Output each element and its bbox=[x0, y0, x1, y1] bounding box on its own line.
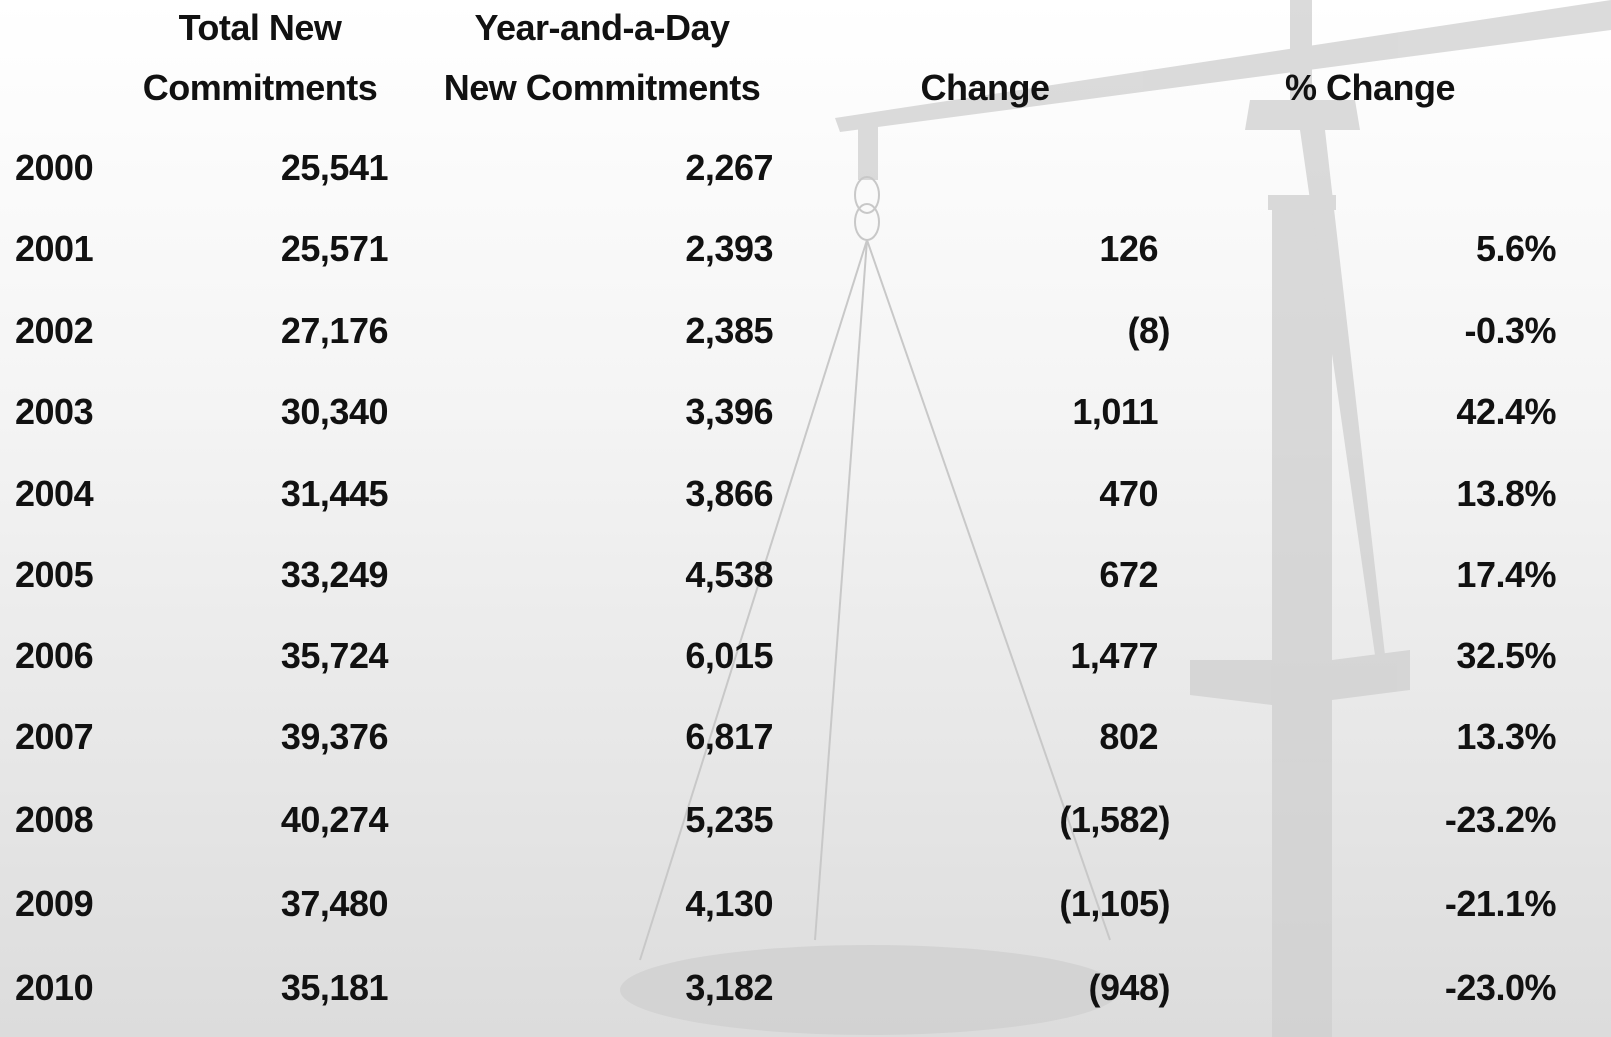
year-and-a-day-commitments: 2,393 bbox=[685, 228, 773, 269]
column-header: Year-and-a-Day bbox=[474, 7, 730, 48]
total-new-commitments: 35,724 bbox=[280, 635, 389, 676]
percent-change: 13.3% bbox=[1456, 716, 1556, 757]
year-and-a-day-commitments: 4,538 bbox=[685, 554, 773, 595]
year-and-a-day-commitments: 5,235 bbox=[685, 799, 773, 840]
year-and-a-day-commitments: 3,182 bbox=[685, 967, 773, 1008]
year-and-a-day-commitments: 4,130 bbox=[685, 883, 773, 924]
total-new-commitments: 37,480 bbox=[280, 883, 389, 924]
change: 1,011 bbox=[1072, 391, 1158, 432]
year-and-a-day-commitments: 2,267 bbox=[685, 147, 773, 188]
column-header: Total New bbox=[178, 7, 342, 48]
percent-change: 17.4% bbox=[1456, 554, 1556, 595]
percent-change: -21.1% bbox=[1444, 883, 1557, 924]
year-and-a-day-commitments: 3,396 bbox=[685, 391, 773, 432]
total-new-commitments: 31,445 bbox=[280, 473, 389, 514]
percent-change: 13.8% bbox=[1456, 473, 1556, 514]
total-new-commitments: 27,176 bbox=[280, 310, 389, 351]
total-new-commitments: 40,274 bbox=[280, 799, 389, 840]
total-new-commitments: 25,541 bbox=[280, 147, 389, 188]
year: 2006 bbox=[15, 635, 94, 676]
percent-change: 42.4% bbox=[1456, 391, 1556, 432]
year: 2001 bbox=[15, 228, 94, 269]
change: 1,477 bbox=[1070, 635, 1158, 676]
total-new-commitments: 33,249 bbox=[280, 554, 389, 595]
year-and-a-day-commitments: 3,866 bbox=[685, 473, 773, 514]
year: 2005 bbox=[15, 554, 94, 595]
change: (948) bbox=[1088, 967, 1170, 1008]
year: 2008 bbox=[15, 799, 94, 840]
change: 802 bbox=[1099, 716, 1158, 757]
year-and-a-day-commitments: 2,385 bbox=[685, 310, 773, 351]
total-new-commitments: 39,376 bbox=[280, 716, 389, 757]
change: (8) bbox=[1127, 310, 1171, 351]
year: 2000 bbox=[15, 147, 94, 188]
change: 470 bbox=[1099, 473, 1158, 514]
percent-change: -0.3% bbox=[1464, 310, 1556, 351]
change: 672 bbox=[1099, 554, 1158, 595]
year: 2002 bbox=[15, 310, 94, 351]
year-and-a-day-commitments: 6,015 bbox=[685, 635, 773, 676]
change: (1,582) bbox=[1059, 799, 1170, 840]
percent-change: -23.0% bbox=[1444, 967, 1557, 1008]
year: 2007 bbox=[15, 716, 94, 757]
change: 126 bbox=[1099, 228, 1158, 269]
total-new-commitments: 35,181 bbox=[280, 967, 389, 1008]
year-and-a-day-commitments: 6,817 bbox=[685, 716, 773, 757]
total-new-commitments: 25,571 bbox=[280, 228, 389, 269]
percent-change: -23.2% bbox=[1444, 799, 1557, 840]
total-new-commitments: 30,340 bbox=[280, 391, 389, 432]
percent-change: 32.5% bbox=[1456, 635, 1556, 676]
column-header: Change bbox=[920, 67, 1050, 108]
year: 2003 bbox=[15, 391, 94, 432]
column-header: New Commitments bbox=[443, 67, 761, 108]
percent-change: 5.6% bbox=[1475, 228, 1557, 269]
column-header: Commitments bbox=[142, 67, 378, 108]
year: 2009 bbox=[15, 883, 94, 924]
change: (1,105) bbox=[1059, 883, 1170, 924]
year: 2010 bbox=[15, 967, 94, 1008]
column-header: % Change bbox=[1284, 67, 1456, 108]
year: 2004 bbox=[15, 473, 94, 514]
